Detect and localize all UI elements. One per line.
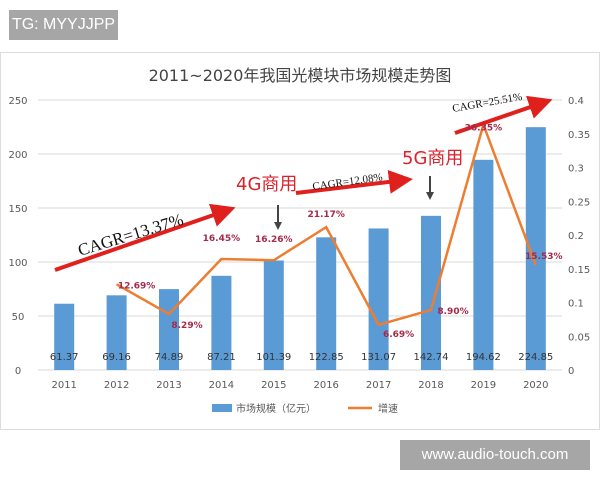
x-tick-label: 2018 xyxy=(418,380,443,391)
watermark-site: www.audio-touch.com xyxy=(400,440,590,470)
bar-data-label: 74.89 xyxy=(155,352,184,363)
left-tick-label: 0 xyxy=(15,366,21,377)
legend-bar-swatch xyxy=(212,404,232,412)
bar xyxy=(368,228,389,370)
right-tick-label: 0.3 xyxy=(568,164,584,175)
right-tick-label: 0.4 xyxy=(568,96,584,107)
right-tick-label: 0.35 xyxy=(568,130,590,141)
x-tick-label: 2020 xyxy=(523,380,548,391)
label-4g-commercial: 4G商用 xyxy=(236,174,297,195)
left-tick-label: 100 xyxy=(8,258,27,269)
legend-line-label: 增速 xyxy=(378,402,398,415)
chart-title: 2011~2020年我国光模块市场规模走势图 xyxy=(149,66,452,85)
bar-data-label: 122.85 xyxy=(309,352,344,363)
trend-arrow xyxy=(54,203,236,272)
right-tick-label: 0.2 xyxy=(568,231,584,242)
growth-data-label: 16.45% xyxy=(203,234,241,244)
bar xyxy=(473,159,494,370)
bar-data-label: 142.74 xyxy=(414,352,449,363)
down-arrow-head-icon xyxy=(426,192,434,200)
bar-data-label: 224.85 xyxy=(518,352,553,363)
x-tick-label: 2019 xyxy=(471,380,496,391)
right-tick-label: 0.05 xyxy=(568,332,590,343)
bar xyxy=(421,215,441,370)
growth-data-label: 16.26% xyxy=(255,235,293,245)
bar-data-label: 194.62 xyxy=(466,352,501,363)
growth-data-label: 8.90% xyxy=(437,307,468,317)
trend-arrow xyxy=(295,169,413,195)
growth-data-label: 8.29% xyxy=(171,321,202,331)
cagr-2011-2015: CAGR=13.37% xyxy=(76,210,186,260)
left-tick-label: 250 xyxy=(8,96,27,107)
right-tick-label: 0 xyxy=(568,366,574,377)
bar-data-label: 87.21 xyxy=(207,352,236,363)
x-tick-label: 2017 xyxy=(366,380,391,391)
bar xyxy=(54,303,75,370)
x-tick-label: 2014 xyxy=(209,380,234,391)
label-5g-commercial: 5G商用 xyxy=(402,148,463,169)
growth-data-label: 21.17% xyxy=(307,210,345,220)
x-tick-label: 2011 xyxy=(51,380,76,391)
bar xyxy=(106,295,127,370)
right-tick-label: 0.1 xyxy=(568,299,584,310)
cagr-2015-2018: CAGR=12.08% xyxy=(312,171,384,193)
left-tick-label: 200 xyxy=(8,150,27,161)
x-tick-label: 2013 xyxy=(156,380,181,391)
trend-arrow xyxy=(454,95,553,135)
bar-data-label: 101.39 xyxy=(256,352,291,363)
left-tick-label: 50 xyxy=(12,312,25,323)
bar-data-label: 69.16 xyxy=(102,352,131,363)
left-tick-label: 150 xyxy=(8,204,27,215)
growth-data-label: 15.53% xyxy=(525,252,563,262)
bar xyxy=(316,237,337,370)
bar xyxy=(211,275,232,370)
right-tick-label: 0.15 xyxy=(568,265,590,276)
right-tick-label: 0.25 xyxy=(568,197,590,208)
growth-data-label: 12.69% xyxy=(118,281,156,291)
x-tick-label: 2015 xyxy=(261,380,286,391)
bar-data-label: 61.37 xyxy=(50,352,79,363)
x-tick-label: 2016 xyxy=(313,380,338,391)
legend-bar-label: 市场规模（亿元） xyxy=(236,402,316,415)
growth-data-label: 6.69% xyxy=(383,330,414,340)
watermark-tag: TG: MYYJJPP xyxy=(9,10,118,40)
x-tick-label: 2012 xyxy=(104,380,129,391)
bar xyxy=(525,127,546,370)
bar-data-label: 131.07 xyxy=(361,352,396,363)
growth-data-label: 36.35% xyxy=(465,124,503,134)
down-arrow-head-icon xyxy=(274,222,282,230)
bar xyxy=(263,260,284,370)
